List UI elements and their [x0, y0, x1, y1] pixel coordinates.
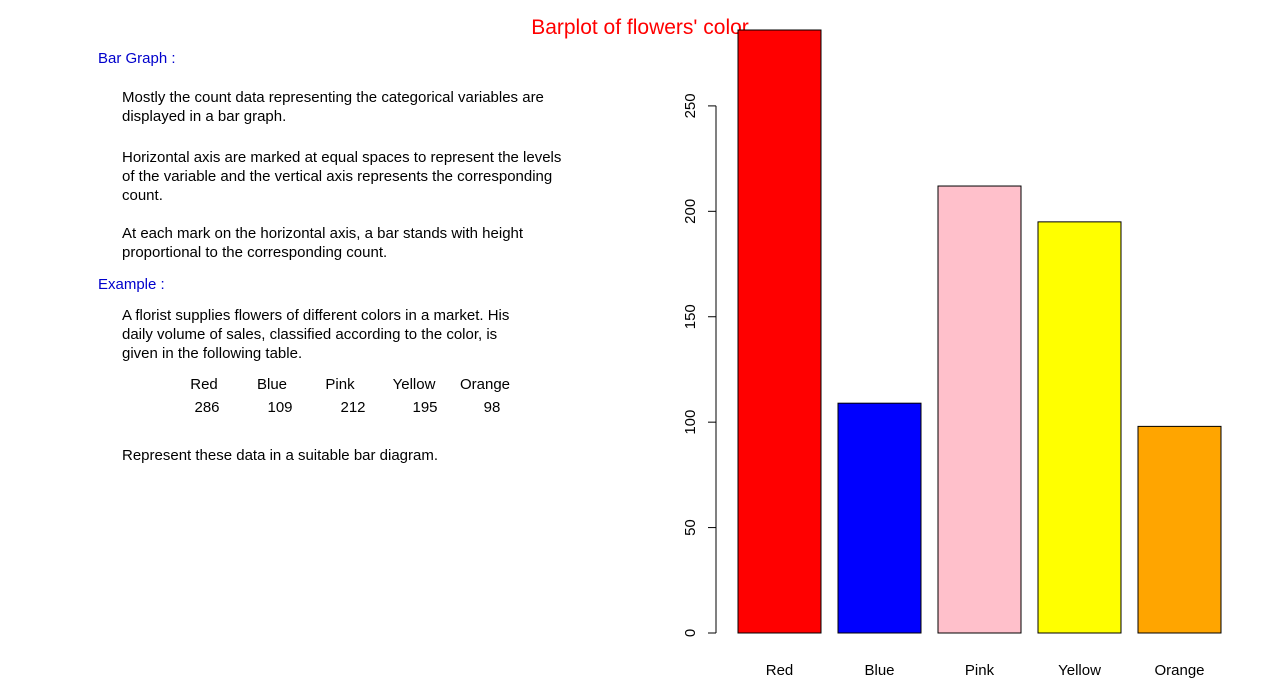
x-tick-label: Yellow: [1058, 662, 1101, 679]
y-tick-label: 250: [682, 93, 699, 118]
table-header-cell: Red: [190, 376, 218, 393]
table-header-row: Red Blue Pink Yellow Orange: [180, 376, 540, 399]
x-tick-label: Pink: [965, 662, 995, 679]
bars: [737, 29, 1222, 634]
y-tick-label: 200: [682, 199, 699, 224]
definition-paragraph: Mostly the count data representing the c…: [122, 89, 544, 125]
task-paragraph: Represent these data in a suitable bar d…: [122, 447, 439, 464]
table-value-cell: 212: [340, 399, 366, 416]
table-header-cell: Orange: [459, 376, 511, 393]
table-header-cell: Yellow: [392, 376, 436, 393]
x-axis-labels: Red Blue Pink Yellow Orange: [766, 662, 1205, 679]
y-tick-label: 100: [682, 410, 699, 435]
axis-paragraph: Horizontal axis are marked at equal spac…: [122, 149, 562, 204]
y-tick-label: 150: [682, 304, 699, 329]
bar-pink: [937, 185, 1022, 634]
bar-red: [737, 29, 822, 634]
table-header-cell: Blue: [256, 376, 288, 393]
table-value-cell: 109: [267, 399, 293, 416]
bar-height-paragraph: At each mark on the horizontal axis, a b…: [122, 225, 524, 261]
table-value-cell: 286: [194, 399, 220, 416]
bar-yellow: [1037, 221, 1122, 634]
table-header-cell: Pink: [325, 376, 355, 393]
y-tick-label: 0: [682, 629, 699, 637]
example-paragraph: A florist supplies flowers of different …: [122, 307, 510, 362]
chart-title: Barplot of flowers' color: [531, 16, 749, 39]
example-heading: Example :: [98, 276, 165, 293]
x-tick-label: Orange: [1154, 662, 1204, 679]
x-tick-label: Red: [766, 662, 794, 679]
table-value-cell: 98: [483, 399, 501, 416]
bar-orange: [1137, 425, 1222, 634]
table-value-row: 286 109 212 195 98: [180, 399, 540, 422]
x-tick-label: Blue: [864, 662, 894, 679]
sales-table: Red Blue Pink Yellow Orange 286 109 212 …: [180, 376, 540, 422]
y-axis: 0 50 100 150 200 250: [682, 93, 717, 637]
table-value-cell: 195: [412, 399, 438, 416]
bar-blue: [837, 402, 922, 634]
y-tick-label: 50: [682, 519, 699, 536]
bar-graph-heading: Bar Graph :: [98, 50, 176, 67]
